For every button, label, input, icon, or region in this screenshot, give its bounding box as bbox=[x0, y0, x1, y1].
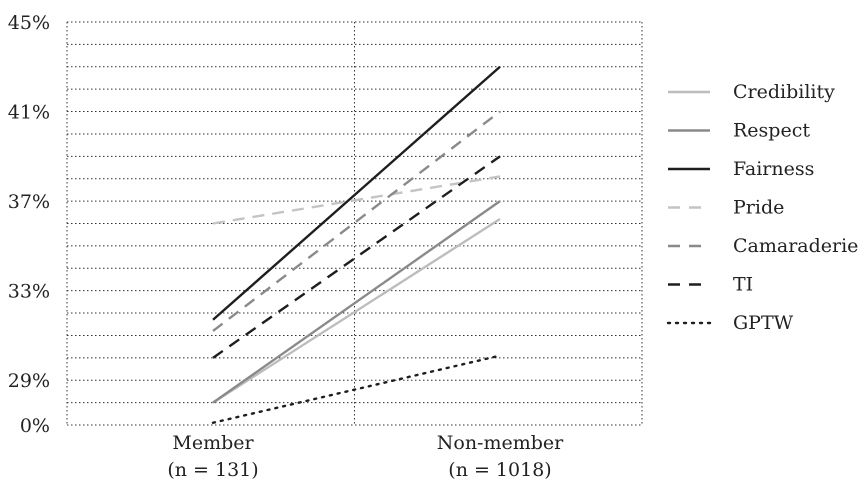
grid bbox=[66, 21, 643, 426]
series-line-pride bbox=[212, 175, 501, 225]
x-category-label: Member bbox=[172, 432, 254, 454]
y-tick-label: 37% bbox=[8, 191, 50, 213]
legend-label-camaraderie: Camaraderie bbox=[733, 235, 858, 257]
series-line-fairness bbox=[212, 65, 501, 321]
y-tick-label: 33% bbox=[8, 281, 50, 303]
legend-label-fairness: Fairness bbox=[733, 158, 814, 180]
series-lines bbox=[211, 65, 502, 424]
legend-label-pride: Pride bbox=[733, 197, 784, 219]
legend-label-gptw: GPTW bbox=[733, 312, 794, 334]
x-axis-categories: Member (n = 131) Non-member (n = 1018) bbox=[167, 432, 564, 481]
series-line-camaraderie bbox=[212, 110, 501, 332]
legend-label-credibility: Credibility bbox=[733, 81, 835, 103]
series-line-gptw bbox=[211, 354, 502, 424]
legend: Credibility Respect Fairness Pride Camarader… bbox=[666, 81, 858, 334]
legend-label-respect: Respect bbox=[733, 120, 810, 142]
y-tick-label: 0% bbox=[20, 415, 50, 437]
y-axis-ticks: 0% 29% 33% 37% 41% 45% bbox=[8, 12, 50, 437]
x-category-label: Non-member bbox=[437, 432, 564, 454]
series-line-credibility bbox=[212, 218, 501, 404]
y-tick-label: 29% bbox=[8, 370, 50, 392]
series-line-respect bbox=[212, 200, 501, 404]
y-tick-label: 41% bbox=[8, 102, 50, 124]
x-category-sample-size: (n = 1018) bbox=[448, 459, 551, 481]
y-tick-label: 45% bbox=[8, 12, 50, 34]
x-category-sample-size: (n = 131) bbox=[167, 459, 258, 481]
legend-label-ti: TI bbox=[733, 274, 753, 296]
